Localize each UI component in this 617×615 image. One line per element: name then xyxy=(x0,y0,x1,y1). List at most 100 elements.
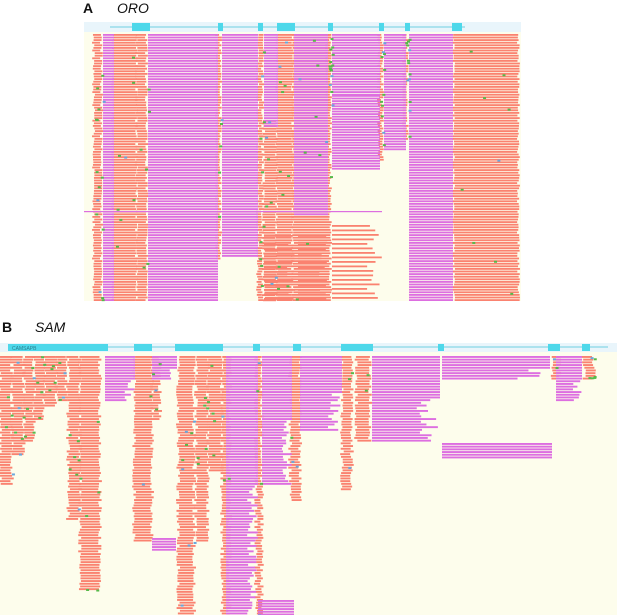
read xyxy=(179,531,196,534)
read xyxy=(256,294,262,296)
spliced-read xyxy=(294,36,328,39)
spliced-read xyxy=(226,493,253,496)
mismatch-marker xyxy=(132,81,136,84)
read xyxy=(332,265,368,268)
read xyxy=(93,192,102,195)
read xyxy=(136,268,147,270)
spliced-read xyxy=(226,536,258,539)
read xyxy=(69,377,82,380)
spliced-read xyxy=(148,268,218,270)
read xyxy=(196,377,209,380)
read xyxy=(197,399,210,402)
read xyxy=(176,388,193,391)
read xyxy=(208,407,223,410)
read xyxy=(264,262,293,264)
read xyxy=(217,190,222,192)
spliced-read xyxy=(148,140,218,143)
spliced-read xyxy=(384,112,406,114)
spliced-read xyxy=(264,60,278,62)
read xyxy=(256,534,263,537)
read xyxy=(94,52,103,54)
read xyxy=(207,453,222,456)
read xyxy=(342,458,353,461)
read xyxy=(80,380,101,383)
spliced-read xyxy=(222,190,258,192)
read xyxy=(264,298,294,300)
spliced-read xyxy=(384,39,406,41)
spliced-read xyxy=(226,518,254,520)
read xyxy=(67,399,80,402)
read xyxy=(176,558,193,561)
read xyxy=(257,550,264,553)
spliced-read xyxy=(103,101,114,104)
mismatch-marker xyxy=(257,362,261,365)
read xyxy=(0,455,12,458)
read xyxy=(111,192,136,195)
read xyxy=(453,218,519,221)
read xyxy=(454,234,520,236)
spliced-read xyxy=(226,401,258,404)
read xyxy=(136,286,147,288)
read xyxy=(277,114,294,117)
read xyxy=(452,200,518,203)
read xyxy=(291,356,302,358)
read xyxy=(277,190,294,192)
spliced-read xyxy=(222,54,258,57)
read xyxy=(291,412,302,415)
read xyxy=(132,523,151,526)
read xyxy=(42,380,55,383)
read xyxy=(342,407,353,410)
read xyxy=(135,145,146,148)
read xyxy=(254,509,261,512)
spliced-read xyxy=(226,412,258,415)
read xyxy=(264,250,278,252)
read xyxy=(258,127,264,130)
spliced-read xyxy=(442,358,550,361)
read xyxy=(355,407,370,410)
read xyxy=(197,480,210,483)
spliced-read xyxy=(556,380,581,383)
spliced-read xyxy=(222,41,258,44)
read xyxy=(452,151,518,153)
read xyxy=(136,57,147,60)
read xyxy=(257,260,263,262)
mismatch-marker xyxy=(63,372,67,375)
read xyxy=(66,412,79,415)
spliced-read xyxy=(442,443,552,445)
read xyxy=(275,236,292,239)
spliced-read xyxy=(226,396,258,399)
spliced-read xyxy=(226,469,258,472)
mismatch-marker xyxy=(380,56,384,59)
read xyxy=(379,57,384,60)
spliced-read xyxy=(226,399,258,402)
read xyxy=(78,410,99,412)
read xyxy=(257,99,263,101)
read xyxy=(177,599,194,601)
read xyxy=(255,458,262,461)
spliced-read xyxy=(222,164,258,166)
read xyxy=(0,466,13,469)
spliced-read xyxy=(148,278,218,281)
read xyxy=(134,442,153,445)
spliced-read xyxy=(332,47,380,49)
read xyxy=(289,439,300,442)
spliced-read xyxy=(294,177,328,179)
read xyxy=(217,52,222,54)
read xyxy=(255,450,262,453)
read xyxy=(357,377,372,380)
read xyxy=(264,221,278,224)
read xyxy=(134,512,153,515)
spliced-read xyxy=(264,112,278,114)
mismatch-marker xyxy=(262,51,266,54)
spliced-read xyxy=(384,52,406,54)
read xyxy=(377,99,382,101)
read xyxy=(217,44,222,47)
read xyxy=(135,447,154,450)
read xyxy=(277,132,294,135)
read xyxy=(0,374,12,377)
read xyxy=(452,36,518,39)
read xyxy=(135,299,146,301)
read xyxy=(93,278,102,281)
read xyxy=(23,423,34,426)
read xyxy=(92,83,101,86)
